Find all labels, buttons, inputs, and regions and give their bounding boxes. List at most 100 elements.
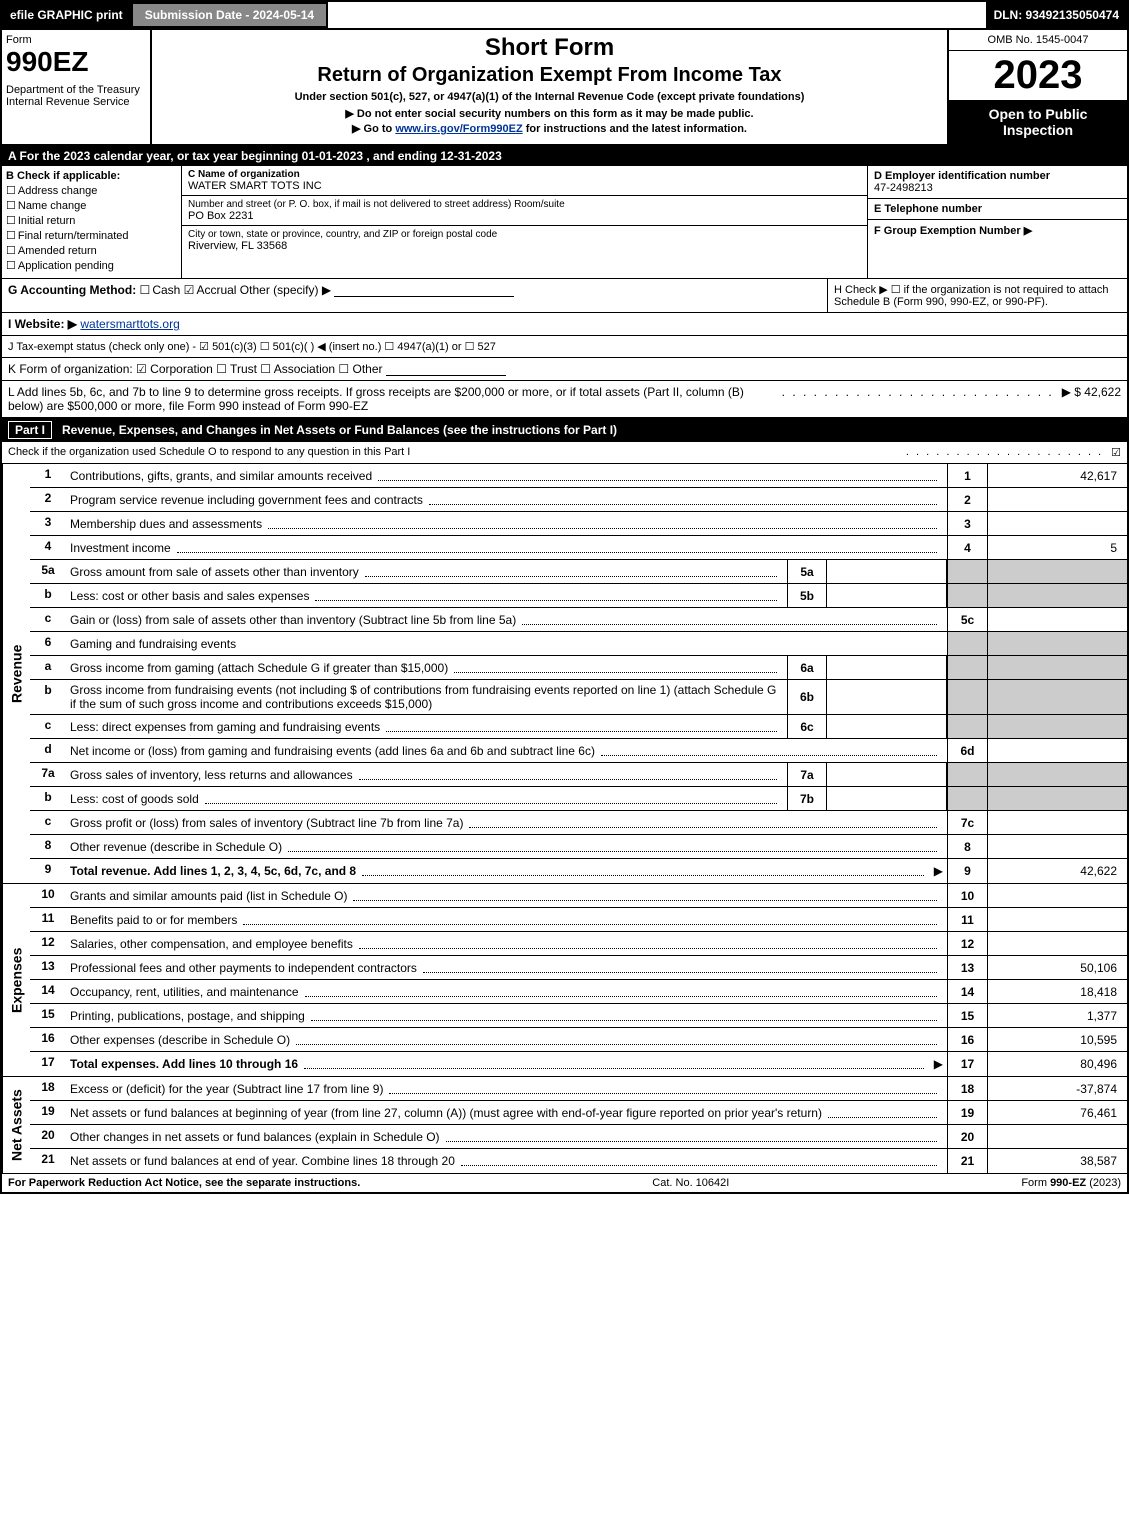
k-other-blank[interactable] [386,364,506,376]
dln-label: DLN: 93492135050474 [986,2,1127,28]
line-desc: Benefits paid to or for members [66,908,947,931]
subline-val [827,656,947,679]
part1-name: Part I [8,421,52,439]
netassets-vlabel: Net Assets [2,1077,30,1173]
submission-date: Submission Date - 2024-05-14 [131,2,328,28]
chk-application-pending[interactable]: Application pending [6,259,177,272]
line-desc: Membership dues and assessments [66,512,947,535]
subline-num: 7a [787,763,827,786]
city-hint: City or town, state or province, country… [188,229,861,240]
line-desc: Printing, publications, postage, and shi… [66,1004,947,1027]
line-num: 18 [30,1077,66,1100]
rval-shade [987,560,1127,583]
line-10: 10Grants and similar amounts paid (list … [30,884,1127,908]
rval-shade [987,787,1127,810]
warn-link: ▶ Go to www.irs.gov/Form990EZ for instru… [156,122,943,135]
efile-label: efile GRAPHIC print [2,2,131,28]
line-desc: Less: cost of goods sold [66,787,787,810]
rnum: 9 [947,859,987,883]
org-street: PO Box 2231 [188,210,861,222]
line-desc: Investment income [66,536,947,559]
line-num: 12 [30,932,66,955]
rval: 18,418 [987,980,1127,1003]
line-d: dNet income or (loss) from gaming and fu… [30,739,1127,763]
line-c: cGross profit or (loss) from sales of in… [30,811,1127,835]
rval: 42,622 [987,859,1127,883]
rnum: 4 [947,536,987,559]
line-num: 1 [30,464,66,487]
tax-year: 2023 [949,51,1127,100]
rval: 10,595 [987,1028,1127,1051]
line-num: a [30,656,66,679]
line-desc: Net assets or fund balances at beginning… [66,1101,947,1124]
rnum: 21 [947,1149,987,1173]
line-21: 21Net assets or fund balances at end of … [30,1149,1127,1173]
line-num: c [30,811,66,834]
other-blank[interactable] [334,285,514,297]
line-desc: Gross amount from sale of assets other t… [66,560,787,583]
chk-name-change[interactable]: Name change [6,199,177,212]
line-4: 4Investment income45 [30,536,1127,560]
line-1: 1Contributions, gifts, grants, and simil… [30,464,1127,488]
rnum: 14 [947,980,987,1003]
footer-form: Form 990-EZ (2023) [1021,1177,1121,1189]
line-desc: Net income or (loss) from gaming and fun… [66,739,947,762]
omb-number: OMB No. 1545-0047 [949,30,1127,51]
line-num: 9 [30,859,66,883]
rnum-shade [947,715,987,738]
rnum: 11 [947,908,987,931]
line-desc: Grants and similar amounts paid (list in… [66,884,947,907]
rnum-shade [947,763,987,786]
line-desc: Program service revenue including govern… [66,488,947,511]
chk-amended-return[interactable]: Amended return [6,244,177,257]
subline-num: 6a [787,656,827,679]
rval: 50,106 [987,956,1127,979]
line-12: 12Salaries, other compensation, and empl… [30,932,1127,956]
subline-val [827,560,947,583]
line-desc: Other changes in net assets or fund bala… [66,1125,947,1148]
rval-shade [987,632,1127,655]
line-num: 17 [30,1052,66,1076]
rnum: 16 [947,1028,987,1051]
line-num: c [30,608,66,631]
chk-final-return[interactable]: Final return/terminated [6,229,177,242]
rval-shade [987,680,1127,714]
inspection-label: Open to Public Inspection [949,100,1127,144]
rnum: 2 [947,488,987,511]
line-b: bLess: cost of goods sold7b [30,787,1127,811]
expenses-vlabel: Expenses [2,884,30,1076]
part1-checkbox[interactable]: ☑ [1111,446,1121,459]
chk-address-change[interactable]: Address change [6,184,177,197]
section-a: A For the 2023 calendar year, or tax yea… [2,146,1127,166]
rnum-shade [947,787,987,810]
line-2: 2Program service revenue including gover… [30,488,1127,512]
rval-shade [987,715,1127,738]
rval [987,932,1127,955]
irs-link[interactable]: www.irs.gov/Form990EZ [395,123,522,135]
line-num: c [30,715,66,738]
line-desc: Less: cost or other basis and sales expe… [66,584,787,607]
line-3: 3Membership dues and assessments3 [30,512,1127,536]
rval: 38,587 [987,1149,1127,1173]
line-7a: 7aGross sales of inventory, less returns… [30,763,1127,787]
line-desc: Gain or (loss) from sale of assets other… [66,608,947,631]
rnum-shade [947,584,987,607]
section-c-label: C Name of organization [188,169,861,180]
subline-val [827,680,947,714]
line-num: 13 [30,956,66,979]
line-16: 16Other expenses (describe in Schedule O… [30,1028,1127,1052]
website-link[interactable]: watersmarttots.org [80,317,179,331]
chk-cash[interactable]: Cash [140,283,181,297]
line-desc: Less: direct expenses from gaming and fu… [66,715,787,738]
subline-val [827,763,947,786]
rnum: 5c [947,608,987,631]
form-label: Form [6,34,146,46]
chk-initial-return[interactable]: Initial return [6,214,177,227]
line-desc: Other expenses (describe in Schedule O) [66,1028,947,1051]
dept-label: Department of the Treasury Internal Reve… [6,84,146,108]
rval: 5 [987,536,1127,559]
rval-shade [987,584,1127,607]
line-desc: Salaries, other compensation, and employ… [66,932,947,955]
chk-accrual[interactable]: Accrual [184,283,237,297]
section-e-label: E Telephone number [874,203,1121,215]
